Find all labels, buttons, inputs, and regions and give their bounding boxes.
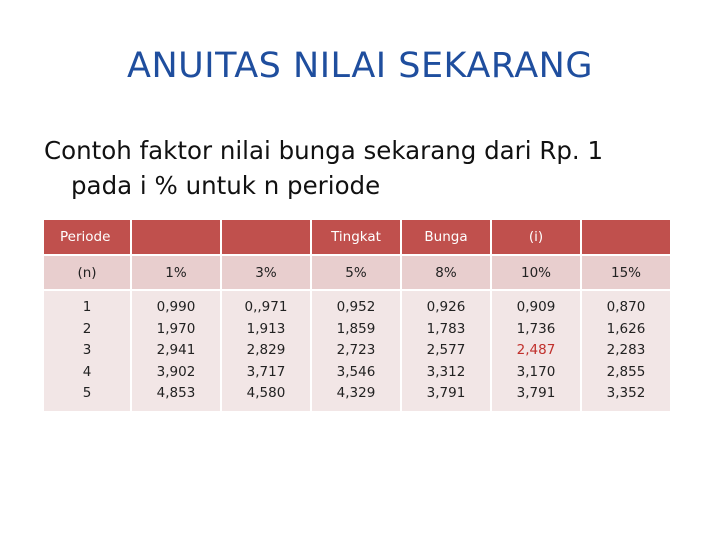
- table-cell: 0,952: [336, 299, 376, 316]
- subtitle: Contoh faktor nilai bunga sekarang dari …: [44, 133, 704, 203]
- header-empty-3: [580, 218, 672, 256]
- table-cell: 3,717: [246, 363, 286, 380]
- table-cell: 5: [82, 385, 92, 402]
- table-cell: 3,312: [426, 363, 466, 380]
- table-cell: 0,,971: [244, 299, 288, 316]
- header-tingkat: Tingkat: [310, 218, 402, 256]
- subheader-rate-3: 3%: [220, 254, 312, 291]
- table-cell: 2,577: [426, 342, 466, 359]
- table-cell: 3: [82, 342, 92, 359]
- table-cell: 0,870: [606, 299, 646, 316]
- table-cell: 1,783: [426, 320, 466, 337]
- table-cell: 4,329: [336, 385, 376, 402]
- table-cell: 3,546: [336, 363, 376, 380]
- table-cell: 3,791: [426, 385, 466, 402]
- table-cell: 0,909: [516, 299, 556, 316]
- table-cell: 1,736: [516, 320, 556, 337]
- table-cell: 1,859: [336, 320, 376, 337]
- table-cell: 4,580: [246, 385, 286, 402]
- subheader-rate-8: 8%: [400, 254, 492, 291]
- table-cell: 2,829: [246, 342, 286, 359]
- table-cell: 1,970: [156, 320, 196, 337]
- table-body-row: 1 2 3 4 5 0,990 1,970 2,941 3,902 4,853 …: [42, 289, 672, 413]
- header-empty-1: [130, 218, 222, 256]
- column-rate-15: 0,870 1,626 2,283 2,855 3,352: [580, 289, 672, 413]
- table-cell: 3,791: [516, 385, 556, 402]
- table-cell: 0,926: [426, 299, 466, 316]
- annuity-table: Periode Tingkat Bunga (i) (n) 1% 3% 5% 8…: [42, 218, 672, 413]
- subtitle-line-2: pada i % untuk n periode: [71, 171, 381, 200]
- table-cell: 4: [82, 363, 92, 380]
- subheader-rate-15: 15%: [580, 254, 672, 291]
- header-i: (i): [490, 218, 582, 256]
- subheader-rate-1: 1%: [130, 254, 222, 291]
- table-cell: 3,170: [516, 363, 556, 380]
- table-cell: 2: [82, 320, 92, 337]
- page-title: ANUITAS NILAI SEKARANG: [127, 46, 593, 86]
- table-cell: 0,990: [156, 299, 196, 316]
- table-cell: 2,941: [156, 342, 196, 359]
- table-cell: 1,626: [606, 320, 646, 337]
- table-cell: 2,283: [606, 342, 646, 359]
- header-periode: Periode: [42, 218, 132, 256]
- table-cell: 1: [82, 299, 92, 316]
- subheader-rate-5: 5%: [310, 254, 402, 291]
- column-rate-5: 0,952 1,859 2,723 3,546 4,329: [310, 289, 402, 413]
- column-rate-10: 0,909 1,736 2,487 3,170 3,791: [490, 289, 582, 413]
- header-bunga: Bunga: [400, 218, 492, 256]
- table-subheader-row: (n) 1% 3% 5% 8% 10% 15%: [42, 254, 672, 291]
- table-cell: 4,853: [156, 385, 196, 402]
- table-header-row: Periode Tingkat Bunga (i): [42, 218, 672, 256]
- table-cell: 2,855: [606, 363, 646, 380]
- table-cell: 3,902: [156, 363, 196, 380]
- column-periode: 1 2 3 4 5: [42, 289, 132, 413]
- column-rate-3: 0,,971 1,913 2,829 3,717 4,580: [220, 289, 312, 413]
- header-empty-2: [220, 218, 312, 256]
- subheader-rate-10: 10%: [490, 254, 582, 291]
- subtitle-line-1: Contoh faktor nilai bunga sekarang dari …: [44, 136, 604, 165]
- column-rate-1: 0,990 1,970 2,941 3,902 4,853: [130, 289, 222, 413]
- table-cell-highlighted: 2,487: [516, 342, 556, 359]
- subheader-n: (n): [42, 254, 132, 291]
- table-cell: 2,723: [336, 342, 376, 359]
- table-cell: 1,913: [246, 320, 286, 337]
- table-cell: 3,352: [606, 385, 646, 402]
- column-rate-8: 0,926 1,783 2,577 3,312 3,791: [400, 289, 492, 413]
